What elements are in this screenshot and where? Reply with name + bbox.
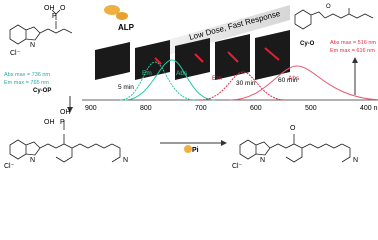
- probe-em: Em max = 765 nm: [4, 80, 49, 86]
- time-label: 30 min: [236, 80, 256, 87]
- atom-label: OH: [44, 5, 55, 12]
- product-em: Em max = 616 nm: [330, 48, 375, 54]
- tick-label: 800: [140, 105, 152, 112]
- product-name: Cy-O: [300, 41, 315, 47]
- tick-label: 400 nm: [360, 105, 378, 112]
- time-label: 5 min: [118, 84, 134, 91]
- spectrum-label: Abs: [176, 70, 188, 77]
- time-label: 60 min: [278, 77, 298, 84]
- atom-label: N: [30, 42, 35, 49]
- probe-abs: Abs max = 736 nm: [4, 72, 50, 78]
- atom-label: Cl⁻: [4, 163, 15, 170]
- image-panels: [95, 30, 290, 80]
- byproduct: Pi: [192, 147, 199, 154]
- tick-label: 500: [305, 105, 317, 112]
- spectrum: [82, 59, 378, 101]
- spectrum-label: Em: [142, 70, 152, 77]
- spectrum-label: Abs: [288, 75, 300, 82]
- atom-label: N: [353, 157, 358, 164]
- tick-label: 600: [250, 105, 262, 112]
- product-abs: Abs max = 516 nm: [330, 40, 376, 46]
- product-structure: [294, 8, 374, 30]
- atom-label: O: [326, 4, 331, 10]
- tick-label: 700: [195, 105, 207, 112]
- enzyme-icon: [104, 5, 120, 15]
- atom-label: P: [60, 119, 65, 126]
- probe-structure: N Cl⁻ P OH O: [9, 5, 73, 57]
- probe-name: Cy-OP: [33, 88, 51, 94]
- atom-label: OH: [60, 109, 71, 116]
- spectrum-ticks: 900 800 700 600 500 400 nm: [85, 105, 378, 112]
- enzyme-label: ALP: [118, 23, 135, 32]
- atom-label: N: [123, 157, 128, 164]
- atom-label: O: [290, 125, 296, 132]
- atom-label: Cl⁻: [232, 163, 243, 170]
- figure: N Cl⁻ P OH O Abs max = 736 nm Em max = 7…: [4, 4, 378, 170]
- spectrum-label: Em: [212, 75, 222, 82]
- atom-label: N: [30, 157, 35, 164]
- atom-label: Cl⁻: [10, 50, 21, 57]
- atom-label: P: [52, 13, 57, 20]
- enzyme-icon: [184, 145, 192, 153]
- probe-structure: [9, 120, 121, 163]
- enzyme-icon: [116, 12, 128, 20]
- tick-label: 900: [85, 105, 97, 112]
- atom-label: O: [60, 5, 66, 12]
- atom-label: N: [260, 157, 265, 164]
- intermediate-structure: [239, 134, 351, 163]
- atom-label: OH: [44, 119, 55, 126]
